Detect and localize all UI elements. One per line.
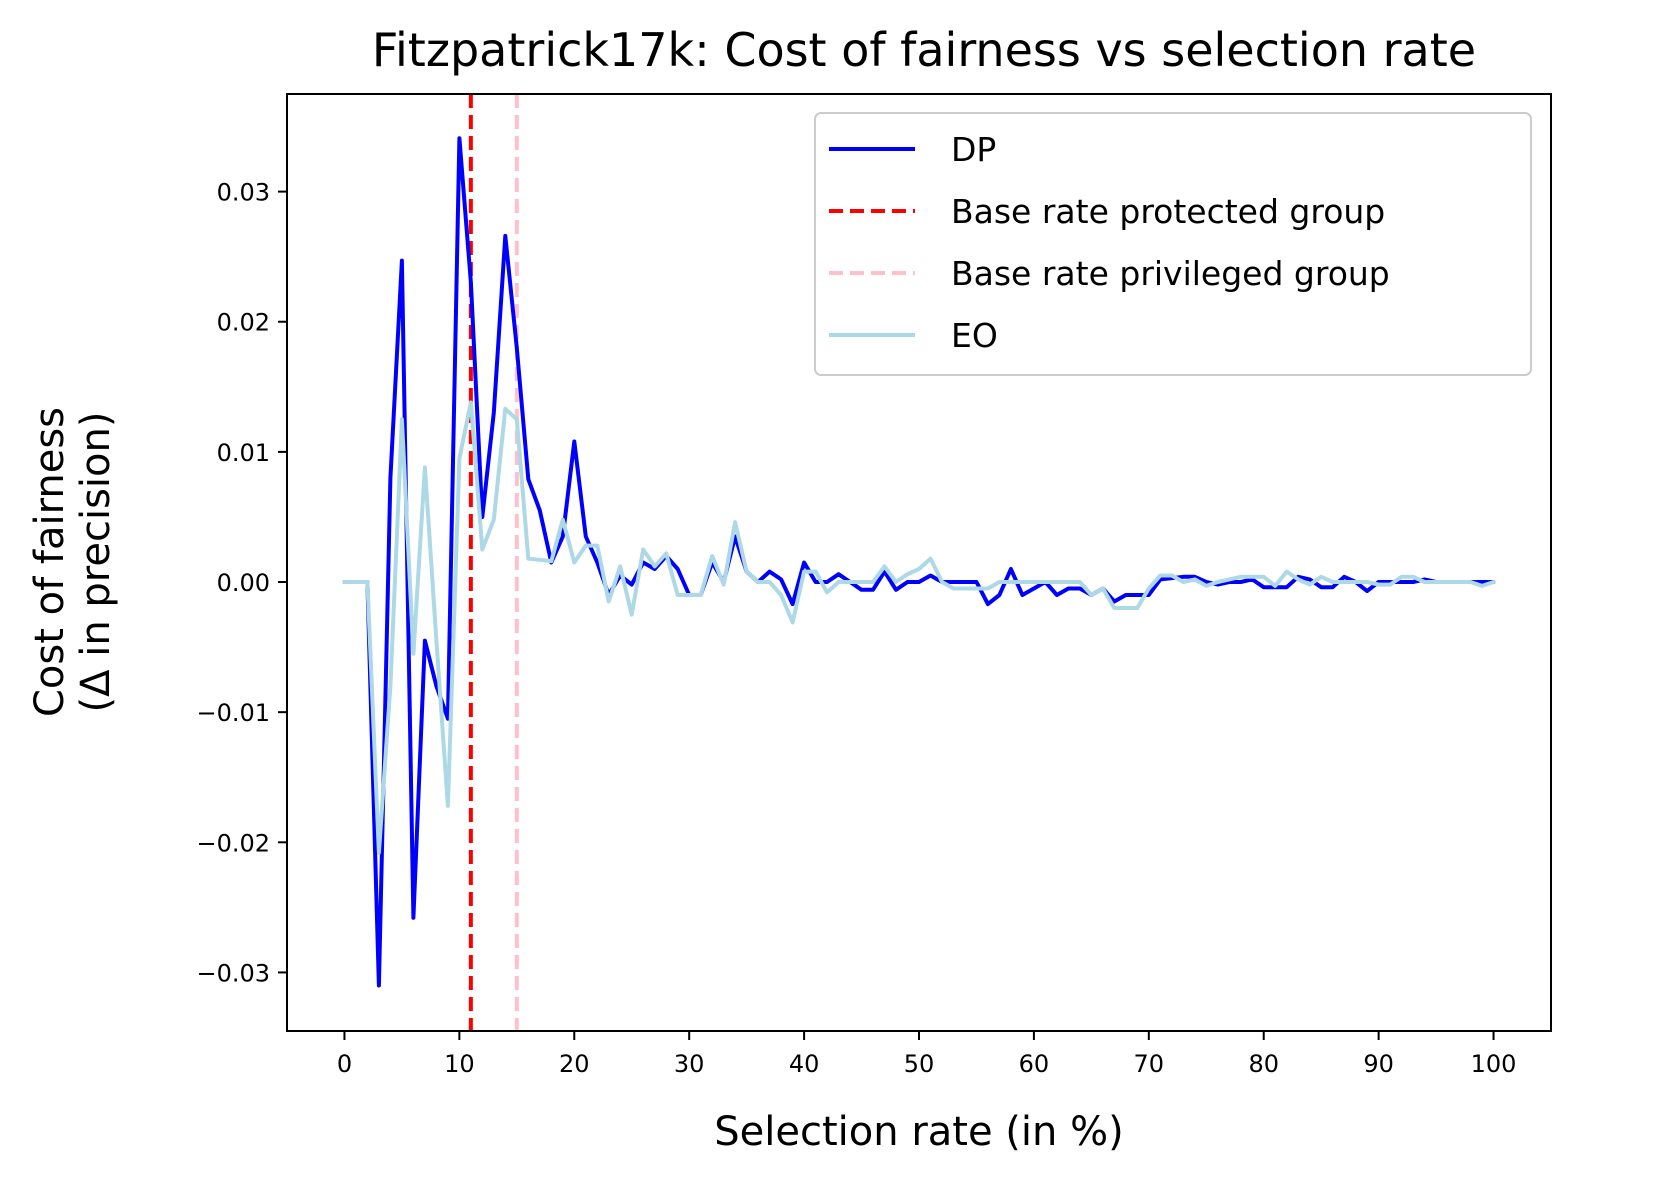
x-tick-label: 40 [789, 1050, 820, 1078]
y-tick-label: 0.00 [217, 569, 270, 597]
x-tick-label: 20 [559, 1050, 590, 1078]
y-tick-label: −0.01 [196, 699, 270, 727]
series-line-eo [342, 400, 1496, 855]
x-axis-label: Selection rate (in %) [714, 1109, 1123, 1155]
y-axis-label-line2: (Δ in precision) [73, 412, 119, 713]
y-tick-label: 0.01 [217, 439, 270, 467]
legend-box [814, 112, 1532, 376]
legend-label-base-rate-privileged-group: Base rate privileged group [951, 254, 1390, 293]
y-axis-label: Cost of fairness (Δ in precision) [27, 407, 119, 717]
x-tick-label: 30 [674, 1050, 705, 1078]
x-tick-label: 10 [444, 1050, 475, 1078]
y-tick-label: −0.02 [196, 829, 270, 857]
x-tick-label: 60 [1019, 1050, 1050, 1078]
chart-title: Fitzpatrick17k: Cost of fairness vs sele… [372, 23, 1476, 77]
series-line-dp [342, 136, 1496, 988]
series-layer [342, 136, 1496, 988]
x-axis: 0 10 20 30 40 50 60 70 80 90 100 [337, 1031, 1517, 1078]
y-tick-label: 0.03 [217, 179, 270, 207]
reference-lines [468, 94, 519, 1031]
x-tick-label: 70 [1134, 1050, 1165, 1078]
y-tick-label: −0.03 [196, 959, 270, 987]
x-tick-label: 80 [1248, 1050, 1279, 1078]
legend-label-dp: DP [951, 130, 996, 169]
x-tick-label: 90 [1363, 1050, 1394, 1078]
y-axis: −0.03 −0.02 −0.01 0.00 0.01 0.02 0.03 [196, 179, 287, 987]
legend-label-base-rate-protected-group: Base rate protected group [951, 192, 1385, 231]
x-tick-label: 100 [1471, 1050, 1517, 1078]
legend-label-eo: EO [951, 316, 998, 355]
x-tick-label: 0 [337, 1050, 352, 1078]
legend: DP Base rate protected group Base rate pri… [814, 112, 1532, 376]
y-tick-label: 0.02 [217, 309, 270, 337]
x-tick-label: 50 [904, 1050, 935, 1078]
y-axis-label-line1: Cost of fairness [27, 407, 73, 717]
